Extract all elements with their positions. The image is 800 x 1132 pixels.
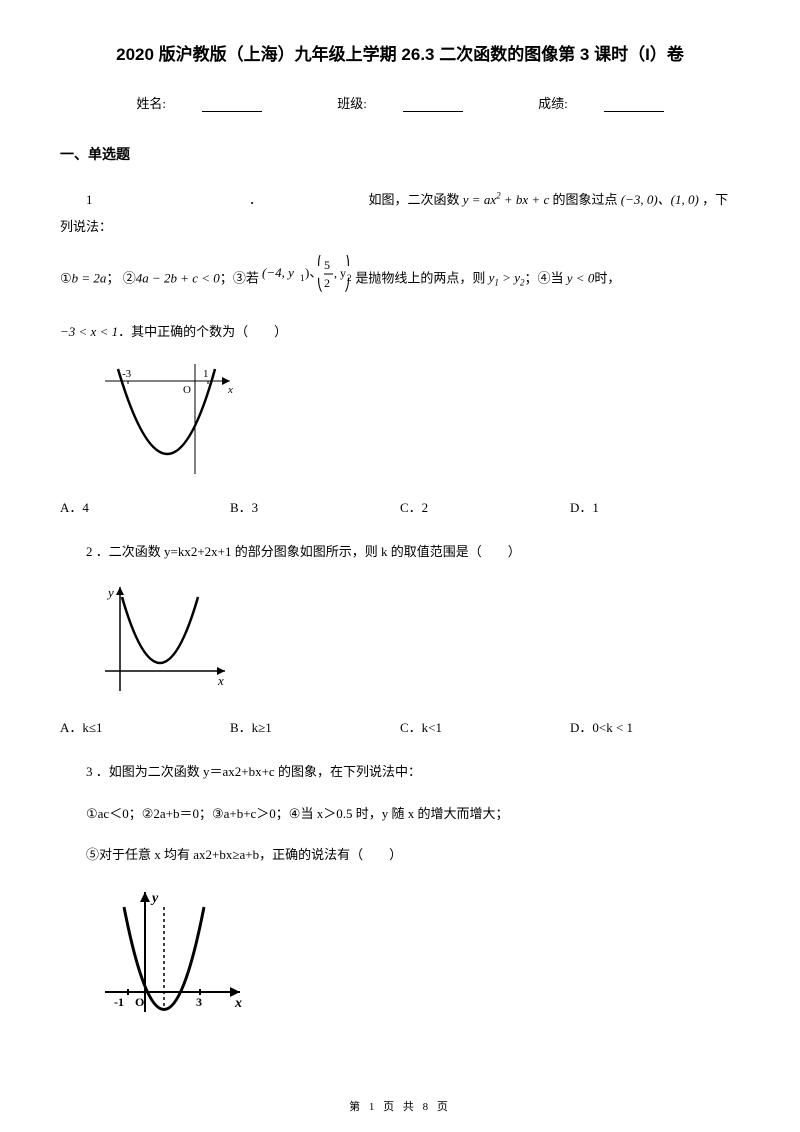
svg-text:y: y bbox=[106, 585, 114, 600]
page-title: 2020 版沪教版（上海）九年级上学期 26.3 二次函数的图像第 3 课时（I… bbox=[60, 40, 740, 65]
svg-text:O: O bbox=[183, 384, 191, 396]
score-field: 成绩: bbox=[520, 96, 682, 111]
svg-text:x: x bbox=[234, 996, 242, 1011]
q2-opt-b: B．k≥1 bbox=[230, 717, 400, 736]
graph-1: -3 O 1 x bbox=[100, 359, 740, 483]
svg-text:5: 5 bbox=[324, 258, 330, 272]
q1-points: (−3, 0)、(1, 0) bbox=[621, 192, 699, 207]
question-1-tail: −3 < x < 1．其中正确的个数为（ ） bbox=[60, 318, 740, 345]
q2-options: A．k≤1 B．k≥1 C．k<1 D．0<k < 1 bbox=[60, 717, 740, 736]
q1-opt-a: A．4 bbox=[60, 497, 230, 516]
question-3-line2: ①ac＜0；②2a+b＝0；③a+b+c＞0；④当 x＞0.5 时，y 随 x … bbox=[60, 800, 740, 827]
class-field: 班级: bbox=[319, 96, 481, 111]
question-1-items: ①b = 2a； ②4a − 2b + c < 0；③若 (−4, y 1 )、… bbox=[60, 255, 740, 304]
header-info: 姓名: 班级: 成绩: bbox=[60, 93, 740, 112]
q2-opt-d: D．0<k < 1 bbox=[570, 717, 740, 736]
svg-text:1: 1 bbox=[300, 273, 305, 283]
graph-2: x y bbox=[100, 579, 740, 703]
name-field: 姓名: bbox=[118, 96, 280, 111]
q1-num: 1 bbox=[86, 192, 93, 207]
question-1: 1 ． 如图，二次函数 y = ax2 + bx + c 的图象过点 (−3, … bbox=[60, 186, 740, 241]
q1-opt-c: C．2 bbox=[400, 497, 570, 516]
svg-text:⎞: ⎞ bbox=[344, 255, 350, 267]
q1-opt-d: D．1 bbox=[570, 497, 740, 516]
svg-text:⎝: ⎝ bbox=[317, 277, 323, 292]
svg-text:⎠: ⎠ bbox=[344, 277, 350, 292]
q2-opt-a: A．k≤1 bbox=[60, 717, 230, 736]
question-3: 3 ．如图为二次函数 y＝ax2+bx+c 的图象，在下列说法中： bbox=[60, 758, 740, 785]
q1-dot: ． bbox=[249, 192, 262, 207]
question-3-line3: ⑤对于任意 x 均有 ax2+bx≥a+b，正确的说法有（ ） bbox=[60, 841, 740, 868]
graph-3: x y -1 O 3 bbox=[100, 882, 740, 1026]
svg-text:O: O bbox=[135, 995, 144, 1009]
q1-text-b: 的图象过点 bbox=[552, 192, 617, 207]
q1-options: A．4 B．3 C．2 D．1 bbox=[60, 497, 740, 516]
question-2: 2 ．二次函数 y=kx2+2x+1 的部分图象如图所示，则 k 的取值范围是（… bbox=[60, 538, 740, 565]
svg-text:x: x bbox=[217, 673, 224, 688]
q1-text-a: 如图，二次函数 bbox=[369, 192, 460, 207]
svg-text:1: 1 bbox=[203, 368, 209, 380]
svg-text:y: y bbox=[150, 891, 159, 906]
q1-opt-b: B．3 bbox=[230, 497, 400, 516]
svg-text:(−4, y: (−4, y bbox=[262, 265, 294, 280]
svg-text:-3: -3 bbox=[122, 368, 132, 380]
section-header: 一、单选题 bbox=[60, 144, 740, 164]
svg-text:⎛: ⎛ bbox=[317, 255, 323, 267]
svg-text:3: 3 bbox=[196, 995, 202, 1009]
q2-opt-c: C．k<1 bbox=[400, 717, 570, 736]
page-footer: 第 1 页 共 8 页 bbox=[0, 1098, 800, 1114]
svg-text:2: 2 bbox=[324, 276, 330, 290]
svg-text:x: x bbox=[227, 384, 233, 396]
svg-text:-1: -1 bbox=[114, 995, 124, 1009]
q1-formula: y = ax2 + bx + c bbox=[463, 192, 549, 207]
